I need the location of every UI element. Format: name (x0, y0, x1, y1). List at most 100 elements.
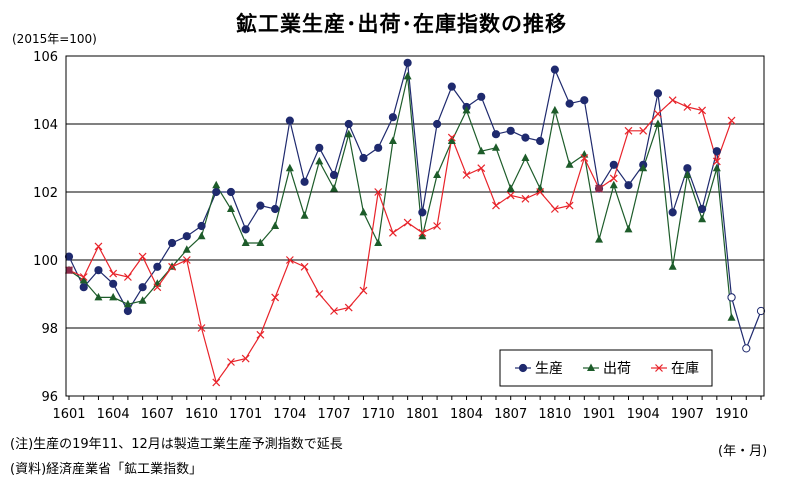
data-point (138, 296, 147, 304)
data-point (491, 143, 500, 151)
data-point (271, 293, 280, 302)
data-point (109, 269, 118, 278)
x-stroke (521, 194, 530, 203)
data-point (462, 105, 471, 114)
x-stroke (550, 205, 559, 213)
data-point (359, 286, 368, 295)
series-line-出荷 (68, 76, 733, 318)
data-point (447, 82, 456, 91)
data-point (182, 245, 191, 253)
chart-title: 鉱工業生産･出荷･在庫指数の推移 (236, 12, 567, 36)
footnote: (注)生産の19年11、12月は製造工業生産予測指数で延長 (10, 437, 343, 452)
data-point (609, 160, 618, 169)
data-point (609, 174, 618, 183)
data-point (227, 358, 235, 366)
x-stroke (374, 188, 383, 196)
data-point (624, 126, 633, 135)
data-point (506, 184, 515, 192)
x-stroke (433, 222, 442, 230)
source-note: (資料)経済産業省「鉱工業指数」 (10, 462, 203, 477)
legend-marker (655, 364, 663, 372)
data-point (624, 224, 633, 233)
data-point (550, 105, 559, 114)
legend-label: 在庫 (671, 360, 699, 377)
data-point (727, 313, 736, 321)
x-stroke (609, 174, 618, 183)
x-stroke (654, 109, 662, 118)
x-axis-ticks: 1601 1604 1607 1610 1701 1704 1707 1710 1801 1804… (52, 396, 762, 422)
data-point (138, 283, 147, 292)
x-tick-label: 1610 (185, 407, 218, 422)
x-stroke (388, 228, 397, 237)
x-stroke (462, 171, 471, 179)
x-stroke (123, 273, 132, 281)
data-point (138, 252, 147, 261)
data-point (94, 242, 103, 251)
data-point (492, 201, 500, 210)
x-stroke (285, 256, 294, 264)
data-point (447, 136, 456, 144)
plot-frame (65, 55, 765, 397)
x-stroke (344, 303, 353, 312)
data-point (491, 130, 501, 139)
data-point (256, 201, 265, 210)
data-point (285, 163, 294, 172)
x-stroke (330, 307, 338, 315)
x-stroke (168, 262, 176, 271)
data-point (506, 191, 515, 200)
data-point (388, 113, 398, 122)
data-point (698, 204, 707, 214)
x-stroke (241, 354, 250, 363)
data-point (698, 106, 707, 115)
x-stroke (227, 358, 235, 366)
x-tick-label: 1907 (671, 407, 704, 422)
data-point (285, 256, 294, 264)
data-point (433, 222, 442, 230)
x-tick-label: 1701 (229, 407, 262, 422)
data-point (550, 65, 559, 74)
data-point (403, 58, 412, 67)
x-tick-label: 1801 (406, 407, 439, 422)
series-line-生産 (68, 62, 733, 313)
data-point (79, 275, 88, 284)
data-point (388, 136, 397, 144)
x-tick-label: 1601 (52, 407, 85, 422)
x-stroke (639, 126, 648, 135)
data-point (727, 293, 736, 302)
data-point (330, 184, 339, 192)
data-point (477, 164, 486, 173)
x-stroke (727, 116, 736, 125)
data-point (550, 205, 559, 213)
line-chart: 96 98 100 102 104 106 1601 1604 1607 1610 1701 170… (33, 50, 766, 422)
data-point (109, 279, 118, 288)
x-stroke (197, 324, 206, 332)
data-point (153, 262, 162, 271)
data-point (536, 184, 545, 192)
y-unit-label: (2015年=100) (12, 32, 97, 46)
x-tick-label: 1707 (317, 407, 350, 422)
x-stroke (271, 293, 280, 302)
x-stroke (655, 364, 663, 372)
data-point (698, 214, 707, 223)
x-stroke (683, 103, 692, 111)
data-point (359, 153, 368, 163)
data-point (123, 273, 132, 281)
data-point (521, 133, 530, 142)
data-point (742, 344, 751, 353)
data-point (654, 109, 662, 118)
x-stroke (153, 283, 162, 292)
legend: 生産 出荷 在庫 (499, 349, 713, 387)
data-point (344, 119, 353, 129)
data-point (123, 299, 132, 308)
data-point (256, 330, 265, 339)
data-point (668, 262, 677, 270)
data-point (477, 146, 486, 155)
y-tick-label: 98 (41, 322, 58, 337)
legend-label: 出荷 (603, 361, 631, 377)
x-stroke (712, 157, 721, 166)
x-stroke (492, 201, 500, 210)
data-point (153, 283, 162, 292)
data-point (64, 252, 74, 261)
data-point (300, 211, 309, 219)
x-stroke (79, 273, 88, 281)
